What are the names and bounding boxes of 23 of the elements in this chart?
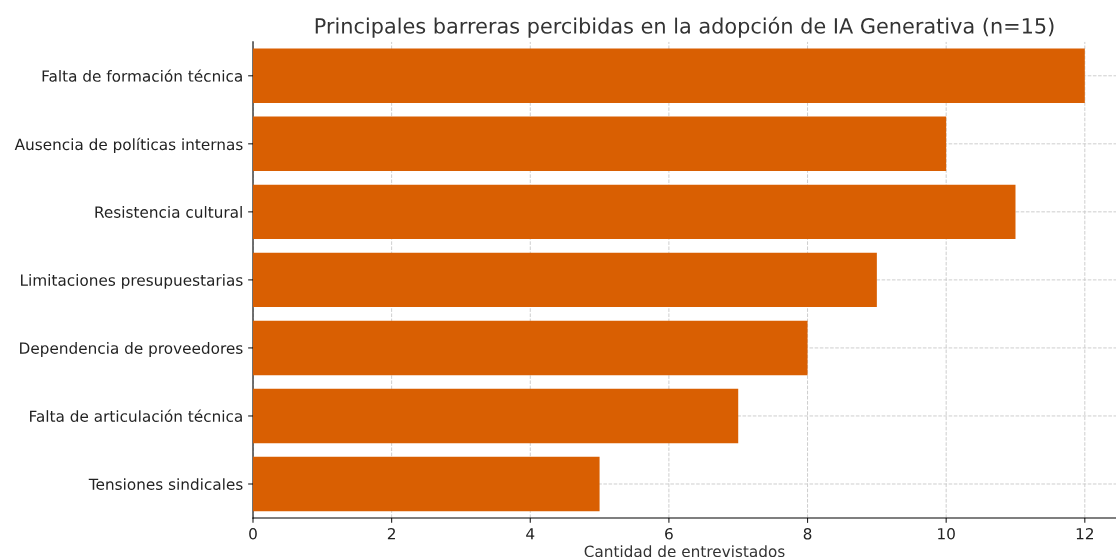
bar [253,320,808,376]
x-tick-label: 12 [1076,528,1093,540]
y-tick-label: Ausencia de políticas internas [14,137,243,154]
bar [253,48,1085,104]
chart-title: Principales barreras percibidas en la adopción de IA Generativa (n=15) [315,16,1054,38]
y-tick-label: Tensiones sindicales [88,478,243,491]
bar [253,116,947,172]
bar [253,184,1016,240]
x-axis-title: Cantidad de entrevistados [584,545,785,557]
bar [253,388,739,444]
x-tick-label: 10 [938,528,955,540]
x-tick-label: 2 [387,528,395,540]
y-tick-label: Resistencia cultural [95,206,242,218]
bar [253,456,600,512]
y-tick-label: Falta de formación técnica [42,69,242,82]
y-tick-label: Falta de articulación técnica [30,409,242,422]
bar [253,252,877,308]
y-tick-label: Dependencia de proveedores [20,342,243,357]
x-tick-label: 6 [665,528,673,540]
x-tick-label: 0 [249,528,257,540]
x-tick-label: 8 [803,528,812,540]
y-tick-label: Limitaciones presupuestarias [21,274,243,289]
x-tick-label: 4 [526,528,535,540]
